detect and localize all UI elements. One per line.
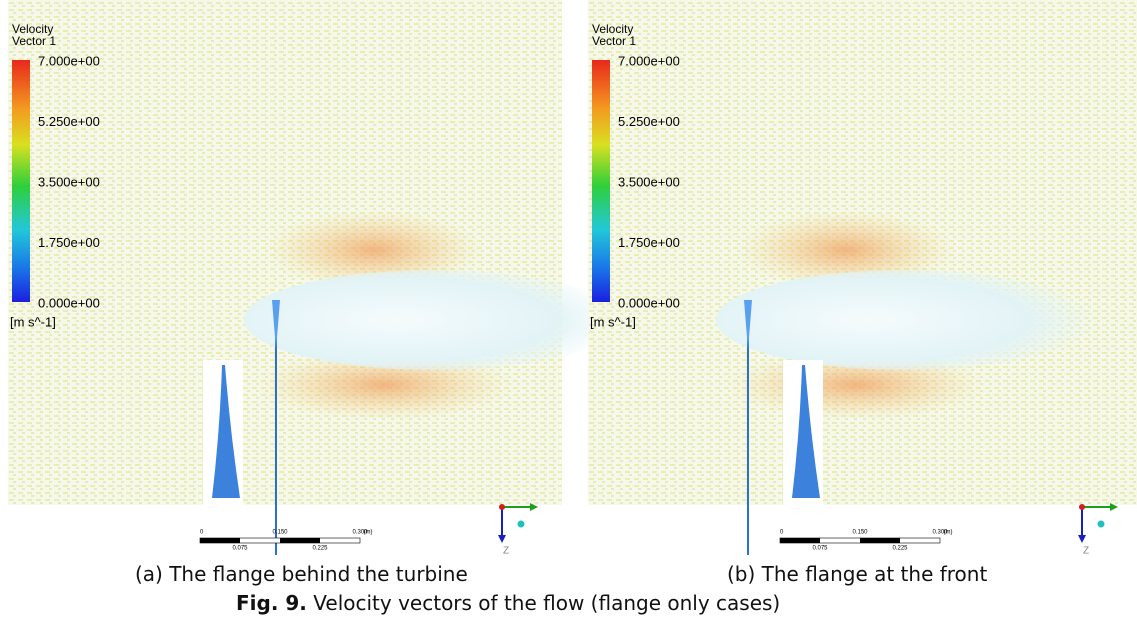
axis-z-head <box>1078 535 1086 543</box>
legend-unit: [m s^-1] <box>590 314 636 329</box>
legend-subtitle: Vector 1 <box>592 34 636 48</box>
scale-label: 0.150 <box>852 530 868 536</box>
scale-bar-segment <box>280 538 320 543</box>
colorbar-label: 5.250e+00 <box>38 114 100 129</box>
legend-title: Velocity <box>592 22 633 36</box>
figure-label: Fig. 9. <box>236 591 307 615</box>
colorbar <box>592 60 610 302</box>
scale-label: 0.150 <box>272 530 288 536</box>
axis-origin <box>1079 504 1085 510</box>
colorbar-label: 1.750e+00 <box>38 235 100 250</box>
colorbar-label: 0.000e+00 <box>38 295 100 310</box>
axis-x-head <box>1110 503 1118 511</box>
scale-label: (m) <box>944 530 953 536</box>
scale-label: 0.225 <box>892 546 908 552</box>
axis-z-head <box>498 535 506 543</box>
scale-label: (m) <box>364 530 373 536</box>
fast-region <box>736 210 956 290</box>
legend-subtitle: Vector 1 <box>12 34 56 48</box>
scale-label: 0.300 <box>352 530 368 536</box>
colorbar-label: 5.250e+00 <box>618 114 680 129</box>
fast-region <box>264 210 484 290</box>
figure-caption: Fig. 9. Velocity vectors of the flow (fl… <box>236 591 780 615</box>
turbine-blade <box>272 300 280 350</box>
scale-label: 0 <box>780 530 784 536</box>
axis-y <box>1097 520 1105 528</box>
scale-label: 0.075 <box>812 546 828 552</box>
axis-label: Z <box>503 546 509 557</box>
scale-label: 0 <box>200 530 204 536</box>
legend-unit: [m s^-1] <box>10 314 56 329</box>
colorbar-label: 0.000e+00 <box>618 295 680 310</box>
flange <box>792 365 820 498</box>
flange <box>212 365 240 498</box>
wake-region <box>244 270 624 370</box>
turbine-blade <box>744 300 752 350</box>
scale-label: 0.075 <box>232 546 248 552</box>
colorbar <box>12 60 30 302</box>
scale-label: 0.225 <box>312 546 328 552</box>
scale-bar-segment <box>860 538 900 543</box>
colorbar-label: 3.500e+00 <box>38 174 100 189</box>
legend-title: Velocity <box>12 22 53 36</box>
scale-bar-segment <box>200 538 240 543</box>
axis-label: Z <box>1083 546 1089 557</box>
scale-label: 0.300 <box>932 530 948 536</box>
colorbar-label: 3.500e+00 <box>618 174 680 189</box>
axis-x-head <box>530 503 538 511</box>
colorbar-label: 7.000e+00 <box>618 53 680 68</box>
panel-caption: (b) The flange at the front <box>727 562 988 586</box>
wake-region <box>716 270 1096 370</box>
colorbar-label: 7.000e+00 <box>38 53 100 68</box>
panel-caption: (a) The flange behind the turbine <box>135 562 468 586</box>
figure-text: Velocity vectors of the flow (flange onl… <box>313 591 781 615</box>
axis-origin <box>499 504 505 510</box>
axis-y <box>517 520 525 528</box>
scale-bar-segment <box>780 538 820 543</box>
colorbar-label: 1.750e+00 <box>618 235 680 250</box>
